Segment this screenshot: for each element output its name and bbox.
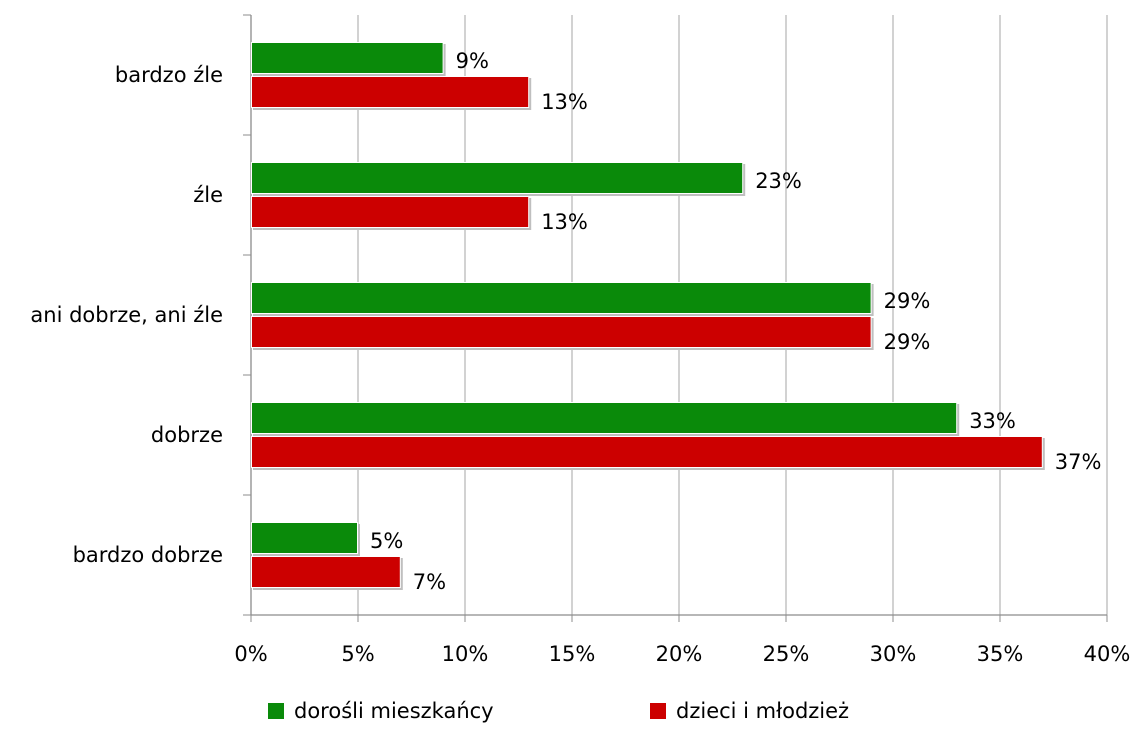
chart-legend: dorośli mieszkańcy dzieci i młodzież bbox=[268, 699, 849, 723]
bar bbox=[252, 557, 400, 587]
bar bbox=[252, 43, 443, 73]
data-label: 33% bbox=[969, 409, 1016, 433]
x-tick-label: 20% bbox=[656, 642, 703, 666]
category-label: bardzo dobrze bbox=[73, 543, 223, 567]
bar bbox=[252, 77, 529, 107]
data-label: 7% bbox=[413, 570, 446, 594]
x-tick-label: 15% bbox=[549, 642, 596, 666]
bar bbox=[252, 163, 743, 193]
category-label: źle bbox=[193, 183, 223, 207]
bar bbox=[252, 437, 1042, 467]
category-label: ani dobrze, ani źle bbox=[30, 303, 223, 327]
x-tick-label: 10% bbox=[442, 642, 489, 666]
category-label: bardzo źle bbox=[115, 63, 223, 87]
data-label: 9% bbox=[456, 49, 489, 73]
bar bbox=[252, 403, 957, 433]
data-label: 23% bbox=[755, 169, 802, 193]
data-label: 29% bbox=[884, 330, 931, 354]
data-label: 29% bbox=[884, 289, 931, 313]
bar bbox=[252, 197, 529, 227]
bar bbox=[252, 317, 871, 347]
legend-label: dorośli mieszkańcy bbox=[294, 699, 494, 723]
data-label: 5% bbox=[370, 529, 403, 553]
chart-bars bbox=[251, 42, 1045, 590]
x-tick-label: 35% bbox=[977, 642, 1024, 666]
legend-swatch bbox=[650, 703, 666, 719]
bar bbox=[252, 283, 871, 313]
category-label: dobrze bbox=[151, 423, 223, 447]
data-label: 13% bbox=[541, 210, 588, 234]
x-tick-label: 40% bbox=[1084, 642, 1131, 666]
legend-swatch bbox=[268, 703, 284, 719]
x-tick-label: 25% bbox=[763, 642, 810, 666]
data-label: 13% bbox=[541, 90, 588, 114]
data-label: 37% bbox=[1055, 450, 1102, 474]
bar bbox=[252, 523, 357, 553]
chart-axes: 0% 5% 10% 15% 20% 25% 30% 35% 40% bbox=[234, 14, 1131, 666]
x-tick-label: 5% bbox=[341, 642, 374, 666]
x-tick-label: 0% bbox=[234, 642, 267, 666]
chart-labels: bardzo źle źle ani dobrze, ani źle dobrze ba… bbox=[30, 49, 1101, 594]
legend-label: dzieci i młodzież bbox=[676, 699, 849, 723]
x-tick-label: 30% bbox=[870, 642, 917, 666]
